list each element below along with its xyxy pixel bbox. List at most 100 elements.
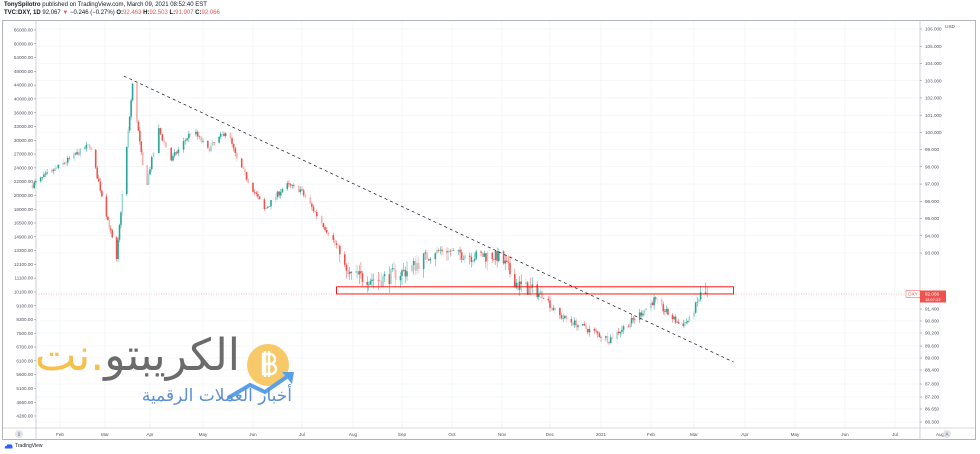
candle-body: [530, 287, 532, 288]
candle: [622, 324, 625, 334]
close-value: 92.066: [201, 10, 220, 16]
candle: [270, 199, 272, 210]
candle: [390, 268, 392, 286]
candle-body: [139, 130, 141, 142]
candle: [693, 310, 695, 321]
candle: [366, 276, 369, 293]
candle: [609, 334, 612, 344]
left-axis-tick-label: 16500.00: [14, 221, 34, 226]
candle: [481, 251, 484, 257]
candle-body: [301, 189, 303, 191]
candle: [393, 261, 395, 278]
auto-scale-button[interactable]: [943, 430, 951, 438]
candle-body: [360, 271, 362, 274]
left-axis-tick-label: 66000.00: [14, 28, 34, 33]
candle-body: [481, 252, 484, 257]
candle: [494, 250, 497, 265]
candle: [650, 299, 652, 313]
candle-body: [293, 184, 295, 186]
candle: [676, 320, 678, 323]
candle: [504, 254, 506, 271]
candle-body: [688, 316, 691, 321]
tradingview-logo[interactable]: TradingView: [4, 443, 43, 449]
candle-body: [84, 148, 86, 150]
candle-body: [231, 138, 233, 144]
candle: [356, 265, 359, 279]
candle-body: [390, 269, 392, 285]
candle: [350, 271, 353, 280]
candle: [525, 278, 527, 288]
candle-body: [324, 227, 326, 231]
candle-body: [439, 249, 442, 251]
candle-body: [616, 331, 618, 339]
candle-body: [208, 147, 211, 152]
candle: [275, 193, 277, 204]
candle-body: [350, 271, 353, 273]
author-name[interactable]: TonySpilotro: [4, 2, 41, 8]
timezone-button[interactable]: [15, 430, 23, 438]
candle-body: [538, 293, 540, 298]
candle: [208, 147, 211, 153]
candle-body: [704, 292, 707, 294]
price-tag-value: 92.066: [925, 292, 939, 297]
candle: [65, 160, 68, 166]
candle-body: [632, 318, 635, 320]
right-axis-tick-label: 99.000: [925, 147, 939, 152]
candle-body: [196, 131, 199, 137]
candle: [493, 258, 495, 262]
candle-body: [525, 282, 527, 284]
candle: [565, 315, 568, 322]
candle-body: [309, 197, 312, 204]
left-axis-tick-label: 6700.00: [16, 345, 33, 350]
candle: [360, 262, 362, 279]
candle: [348, 266, 351, 280]
candle: [136, 80, 138, 123]
candle: [54, 164, 56, 172]
candle: [118, 223, 121, 243]
candle-body: [377, 279, 380, 281]
candle: [486, 250, 489, 271]
candle: [427, 258, 430, 261]
candle: [470, 252, 473, 268]
candle: [514, 268, 516, 288]
candle-body: [493, 259, 495, 260]
candle-body: [140, 141, 143, 153]
candle-body: [278, 191, 280, 196]
candle: [564, 315, 566, 320]
candle-body: [434, 253, 437, 260]
candle: [383, 271, 386, 283]
candle-body: [255, 192, 258, 195]
candle-body: [245, 171, 248, 180]
left-axis-tick-label: 5600.00: [16, 372, 33, 377]
candle: [651, 300, 654, 306]
candle-body: [654, 297, 657, 299]
candle-body: [562, 318, 564, 319]
symbol-tag-label: DXY: [908, 292, 917, 297]
candle: [76, 148, 78, 155]
left-axis-tick-label: 44000.00: [14, 83, 34, 88]
candle-body: [184, 140, 187, 142]
candle: [437, 248, 440, 253]
candle-body: [175, 152, 178, 154]
candle-body: [491, 252, 494, 260]
candle: [337, 244, 339, 250]
candle-body: [291, 184, 293, 186]
candle-body: [480, 251, 482, 253]
candle: [436, 246, 438, 256]
candle: [573, 317, 576, 329]
candle-body: [337, 245, 339, 246]
candle-body: [451, 250, 453, 252]
left-axis-tick-label: 12100.00: [14, 262, 34, 267]
candle: [627, 324, 630, 328]
candle-body: [161, 134, 164, 141]
right-axis-tick-label: 94.000: [925, 233, 939, 238]
candle: [279, 188, 282, 199]
candle-body: [146, 165, 148, 185]
candle: [159, 127, 162, 135]
candle-body: [39, 177, 42, 182]
candle: [372, 273, 375, 289]
time-axis-tick-label: Dec: [546, 432, 555, 437]
right-axis-tick-label: 89.000: [925, 356, 939, 361]
candle: [120, 211, 122, 229]
